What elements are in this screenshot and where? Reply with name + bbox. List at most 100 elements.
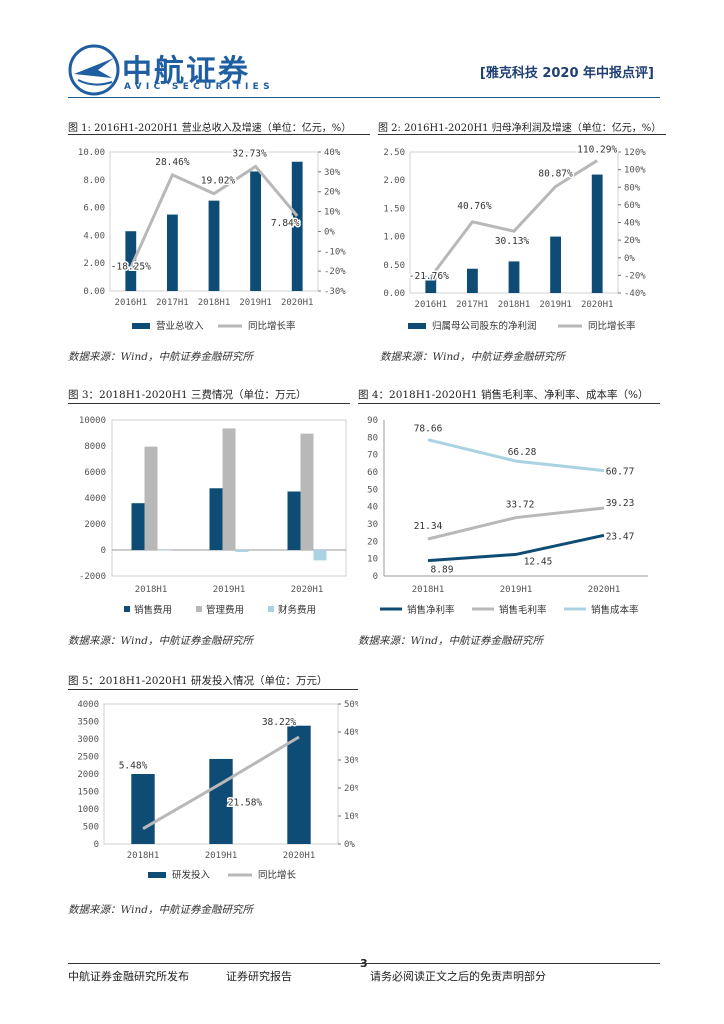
- y-right-tick-label: 0%: [624, 254, 635, 264]
- x-tick-label: 2016H1: [415, 300, 448, 310]
- bar: [209, 488, 223, 550]
- x-tick-label: 2019H1: [539, 300, 572, 310]
- bar: [235, 550, 249, 552]
- x-tick-label: 2020H1: [581, 300, 614, 310]
- bar: [144, 446, 158, 550]
- legend-swatch: [196, 606, 202, 612]
- data-label: 30.13%: [495, 236, 530, 247]
- bar: [300, 433, 314, 550]
- legend-label-line: 同比增长率: [588, 320, 636, 332]
- y-right-tick-label: 20%: [624, 236, 641, 246]
- y-left-tick-label: 1500: [77, 788, 99, 798]
- y-tick-label: 40: [367, 503, 378, 513]
- avic-logo-icon: [68, 44, 120, 96]
- x-tick-label: 2020H1: [283, 851, 316, 861]
- legend-label: 管理费用: [206, 604, 244, 616]
- legend-swatch: [124, 606, 130, 612]
- bar: [550, 236, 562, 293]
- figure-2-title: 图 2: 2016H1-2020H1 归母净利润及增速（单位：亿元，%）: [378, 123, 662, 134]
- series-line: [427, 438, 605, 473]
- y-right-tick-label: 10%: [344, 812, 358, 822]
- data-label: 33.72: [506, 500, 535, 511]
- bar: [125, 231, 137, 291]
- data-label: 5.48%: [119, 761, 148, 772]
- y-tick-label: -2000: [79, 572, 106, 582]
- y-right-tick-label: 0%: [324, 227, 335, 237]
- legend-label-line: 同比增长率: [248, 320, 296, 332]
- bar: [222, 428, 236, 550]
- data-label: -21.76%: [409, 271, 449, 282]
- legend-swatch: [268, 606, 274, 612]
- figure-2-source: 数据来源：Wind，中航证券金融研究所: [380, 351, 565, 363]
- x-tick-label: 2016H1: [115, 298, 148, 308]
- figure-5-title-rule: [68, 689, 358, 690]
- figure-4-chart: 0 10 20 30 40 50 60 70 80 90 8.89 12.45 23.47 21.34 33…: [367, 416, 648, 616]
- y-tick-label: 2000: [84, 520, 106, 530]
- y-left-tick-label: 500: [83, 823, 99, 833]
- data-label: 39.23: [606, 498, 635, 509]
- y-right-tick-label: 50%: [344, 700, 358, 710]
- data-label: 40.76%: [457, 201, 492, 212]
- y-right-tick-label: 120%: [624, 148, 646, 158]
- y-right-tick-label: -40%: [624, 289, 646, 299]
- x-tick-label: 2018H1: [135, 585, 168, 595]
- bar: [287, 491, 301, 550]
- y-right-tick-label: 10%: [324, 208, 341, 218]
- y-left-tick-label: 8.00: [83, 176, 105, 186]
- x-tick-label: 2019H1: [205, 851, 238, 861]
- bar: [250, 171, 262, 291]
- series-line: [427, 533, 605, 563]
- x-tick-label: 2019H1: [500, 585, 533, 595]
- footer-divider: [68, 963, 660, 964]
- data-label: 7.84%: [271, 218, 300, 229]
- data-label: 28.46%: [155, 157, 190, 168]
- y-right-tick-label: -10%: [324, 247, 346, 257]
- data-label: 80.87%: [538, 168, 573, 179]
- y-tick-label: 50: [367, 485, 378, 495]
- y-right-tick-label: 40%: [344, 728, 358, 738]
- y-left-tick-label: 0.00: [83, 287, 105, 297]
- y-left-tick-label: 2000: [77, 770, 99, 780]
- data-label: 21.58%: [228, 798, 263, 809]
- bar: [208, 200, 220, 291]
- brand-logo-english: AVIC SECURITIES: [124, 82, 274, 92]
- figure-5-chart: 0 500 1000 1500 2000 2500 3000 3500 4000 0% 10% 20%…: [77, 700, 358, 881]
- y-right-tick-label: 40%: [624, 219, 641, 229]
- figure-3-source: 数据来源：Wind，中航证券金融研究所: [68, 635, 253, 647]
- data-label: 21.34: [414, 521, 443, 532]
- data-label: 60.77: [606, 467, 635, 478]
- y-left-tick-label: 3000: [77, 735, 99, 745]
- y-right-tick-label: 20%: [324, 188, 341, 198]
- footer-report-type: 证券研究报告: [226, 970, 292, 983]
- legend-label-bar: 归属母公司股东的净利润: [432, 320, 537, 332]
- x-tick-label: 2019H1: [213, 585, 246, 595]
- y-left-tick-label: 4000: [77, 700, 99, 710]
- y-right-tick-label: -20%: [624, 271, 646, 281]
- y-tick-label: 80: [367, 433, 378, 443]
- plot-frame: [111, 419, 347, 577]
- data-label: 32.73%: [232, 148, 267, 159]
- header-divider: [68, 97, 660, 98]
- data-label: 8.89: [431, 565, 454, 576]
- y-left-tick-label: 2.00: [383, 176, 405, 186]
- x-tick-label: 2018H1: [198, 298, 231, 308]
- bar: [508, 261, 520, 293]
- y-left-tick-label: 2500: [77, 753, 99, 763]
- y-tick-label: 4000: [84, 494, 106, 504]
- figure-1-title: 图 1: 2016H1-2020H1 营业总收入及增速（单位：亿元，%）: [68, 123, 352, 134]
- y-left-tick-label: 1.00: [383, 233, 405, 243]
- figure-4-title: 图 4：2018H1-2020H1 销售毛利率、净利率、成本率（%）: [358, 389, 649, 401]
- y-left-tick-label: 3500: [77, 718, 99, 728]
- y-right-tick-label: 60%: [624, 201, 641, 211]
- growth-line: [429, 159, 598, 278]
- y-right-tick-label: 0%: [344, 840, 355, 850]
- y-right-tick-label: 30%: [344, 756, 358, 766]
- legend-label-bar: 研发投入: [172, 869, 211, 881]
- bar: [131, 503, 145, 550]
- figure-2-chart: 0.00 0.50 1.00 1.50 2.00 2.50 -40% -20% 0% 20% 40%…: [383, 143, 646, 332]
- x-tick-label: 2018H1: [127, 851, 160, 861]
- figure-1-source: 数据来源：Wind，中航证券金融研究所: [68, 351, 253, 363]
- y-left-tick-label: 4.00: [83, 231, 105, 241]
- growth-line: [142, 735, 300, 830]
- x-tick-label: 2019H1: [239, 298, 272, 308]
